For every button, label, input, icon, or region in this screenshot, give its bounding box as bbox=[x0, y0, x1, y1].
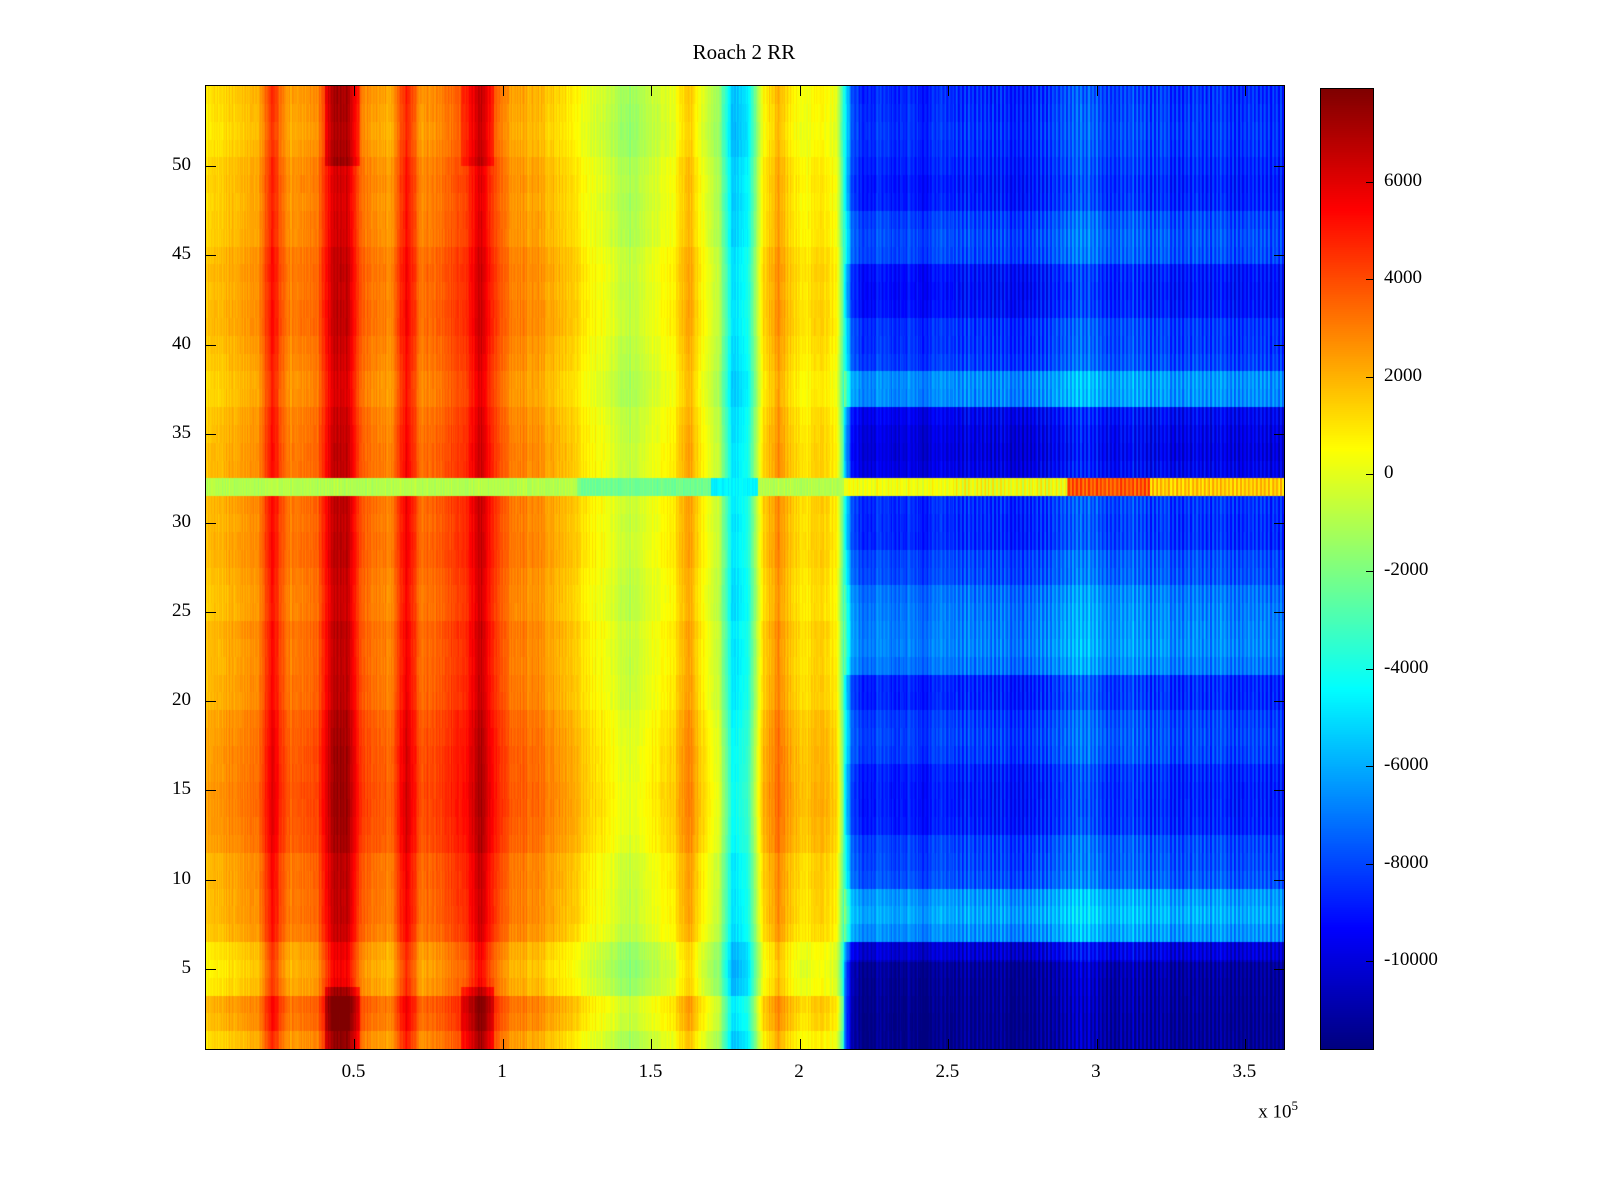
colorbar bbox=[1320, 88, 1374, 1050]
y-axis-tick bbox=[206, 968, 216, 970]
heatmap-canvas bbox=[206, 86, 1284, 1049]
colorbar-tick-label: -8000 bbox=[1384, 851, 1429, 873]
y-axis-tick-right bbox=[1274, 344, 1284, 346]
colorbar-tick-label: -10000 bbox=[1384, 949, 1438, 971]
colorbar-tick-label: 0 bbox=[1384, 461, 1394, 483]
x-exponent-label: x 105 bbox=[1198, 1098, 1298, 1123]
x-axis-tick-top bbox=[354, 86, 356, 96]
y-tick-label: 30 bbox=[172, 510, 191, 532]
x-tick-label: 3.5 bbox=[1232, 1061, 1257, 1082]
x-axis-tick bbox=[1096, 1039, 1098, 1049]
x-axis-tick-top bbox=[1245, 86, 1247, 96]
x-axis-tick-top bbox=[651, 86, 653, 96]
y-axis-tick-right bbox=[1274, 255, 1284, 257]
x-axis-tick-top bbox=[948, 86, 950, 96]
x-axis-tick-top bbox=[502, 86, 504, 96]
colorbar-tick-label: 6000 bbox=[1384, 169, 1422, 191]
colorbar-tick bbox=[1366, 571, 1373, 573]
colorbar-tick bbox=[1366, 181, 1373, 183]
y-axis-tick bbox=[206, 166, 216, 168]
colorbar-tick-label: -4000 bbox=[1384, 656, 1429, 678]
y-axis-tick bbox=[206, 790, 216, 792]
x-axis-tick bbox=[799, 1039, 801, 1049]
colorbar-tick bbox=[1366, 961, 1373, 963]
x-axis-tick bbox=[502, 1039, 504, 1049]
y-axis-tick bbox=[206, 522, 216, 524]
y-axis-tick bbox=[206, 701, 216, 703]
x-axis-tick bbox=[1245, 1039, 1247, 1049]
y-tick-label: 40 bbox=[172, 332, 191, 354]
x-tick-label: 0.5 bbox=[341, 1061, 366, 1082]
x-tick-label: 1 bbox=[497, 1061, 507, 1082]
y-tick-label: 20 bbox=[172, 689, 191, 711]
colorbar-tick bbox=[1366, 376, 1373, 378]
y-axis-tick bbox=[206, 344, 216, 346]
x-axis-tick-top bbox=[799, 86, 801, 96]
x-axis-tick bbox=[651, 1039, 653, 1049]
y-tick-label: 45 bbox=[172, 243, 191, 265]
y-axis-tick-right bbox=[1274, 433, 1284, 435]
y-axis-tick-right bbox=[1274, 879, 1284, 881]
colorbar-tick bbox=[1366, 279, 1373, 281]
y-axis-tick-right bbox=[1274, 166, 1284, 168]
x-exponent-prefix: x 10 bbox=[1258, 1101, 1292, 1123]
y-axis-tick bbox=[206, 879, 216, 881]
y-axis-tick-right bbox=[1274, 612, 1284, 614]
y-axis-tick-right bbox=[1274, 968, 1284, 970]
x-axis-tick bbox=[948, 1039, 950, 1049]
y-tick-label: 15 bbox=[172, 778, 191, 800]
colorbar-tick-label: 4000 bbox=[1384, 267, 1422, 289]
y-tick-label: 5 bbox=[181, 956, 192, 978]
colorbar-tick-label: -6000 bbox=[1384, 754, 1429, 776]
colorbar-tick bbox=[1366, 668, 1373, 670]
y-axis-tick-right bbox=[1274, 522, 1284, 524]
colorbar-tick-label: -2000 bbox=[1384, 559, 1429, 581]
colorbar-tick bbox=[1366, 473, 1373, 475]
chart-title: Roach 2 RR bbox=[692, 40, 796, 64]
x-axis-tick bbox=[354, 1039, 356, 1049]
y-tick-label: 35 bbox=[172, 421, 191, 443]
y-tick-label: 10 bbox=[172, 867, 191, 889]
y-axis-tick-right bbox=[1274, 701, 1284, 703]
colorbar-tick-label: 2000 bbox=[1384, 364, 1422, 386]
x-tick-label: 1.5 bbox=[638, 1061, 663, 1082]
x-exponent-power: 5 bbox=[1291, 1098, 1299, 1113]
y-axis-tick-right bbox=[1274, 790, 1284, 792]
y-axis-tick bbox=[206, 433, 216, 435]
heatmap-plot bbox=[205, 85, 1285, 1050]
y-axis-tick bbox=[206, 612, 216, 614]
x-tick-label: 2 bbox=[794, 1061, 804, 1082]
y-tick-label: 25 bbox=[172, 600, 191, 622]
x-axis-tick-top bbox=[1096, 86, 1098, 96]
x-tick-label: 3 bbox=[1091, 1061, 1101, 1082]
y-tick-label: 50 bbox=[172, 154, 191, 176]
colorbar-tick bbox=[1366, 863, 1373, 865]
x-tick-label: 2.5 bbox=[935, 1061, 960, 1082]
colorbar-canvas bbox=[1321, 89, 1373, 1049]
y-axis-tick bbox=[206, 255, 216, 257]
colorbar-tick bbox=[1366, 766, 1373, 768]
